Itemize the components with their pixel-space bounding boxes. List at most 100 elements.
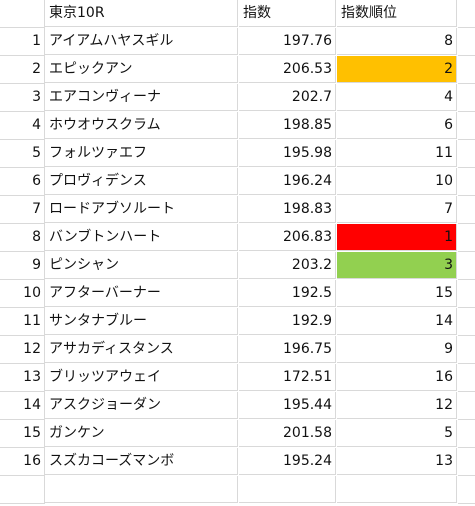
horse-name-cell[interactable]: スズカコーズマンボ xyxy=(45,448,238,475)
table-row: 16 スズカコーズマンボ 195.24 13 xyxy=(0,448,475,476)
row-number-cell[interactable]: 14 xyxy=(0,392,45,420)
table-row: 15 ガンケン 201.58 5 xyxy=(0,420,475,448)
table-row: 13 ブリッツアウェイ 172.51 16 xyxy=(0,364,475,392)
rank-value-cell[interactable]: 14 xyxy=(337,308,457,335)
horse-name-cell[interactable]: アフターバーナー xyxy=(45,280,238,307)
empty-cell[interactable] xyxy=(458,196,475,224)
horse-name-cell[interactable]: ガンケン xyxy=(45,420,238,447)
header-name-cell[interactable]: 東京10R xyxy=(45,0,238,27)
empty-cell[interactable] xyxy=(458,168,475,196)
row-number-cell[interactable]: 13 xyxy=(0,364,45,392)
empty-cell[interactable] xyxy=(458,252,475,280)
horse-name-cell[interactable]: ロードアブソルート xyxy=(45,196,238,223)
empty-cell[interactable] xyxy=(45,476,238,503)
row-number-cell[interactable]: 2 xyxy=(0,56,45,84)
index-value-cell[interactable]: 198.85 xyxy=(239,112,336,139)
table-row: 3 エアコンヴィーナ 202.7 4 xyxy=(0,84,475,112)
empty-cell[interactable] xyxy=(458,336,475,364)
rank-value-cell[interactable]: 11 xyxy=(337,140,457,167)
header-index-cell[interactable]: 指数 xyxy=(239,0,336,27)
horse-name-cell[interactable]: フォルツァエフ xyxy=(45,140,238,167)
horse-name-cell[interactable]: サンタナブルー xyxy=(45,308,238,335)
index-value-cell[interactable]: 202.7 xyxy=(239,84,336,111)
rank-value-cell[interactable]: 15 xyxy=(337,280,457,307)
empty-cell[interactable] xyxy=(458,392,475,420)
empty-cell[interactable] xyxy=(458,56,475,84)
empty-cell[interactable] xyxy=(458,364,475,392)
index-value-cell[interactable]: 196.75 xyxy=(239,336,336,363)
empty-cell[interactable] xyxy=(458,112,475,140)
rank-value-cell[interactable]: 10 xyxy=(337,168,457,195)
empty-cell[interactable] xyxy=(239,476,336,503)
horse-name-cell[interactable]: アサカディスタンス xyxy=(45,336,238,363)
rank-value-cell[interactable]: 3 xyxy=(337,252,457,279)
rank-value-cell[interactable]: 13 xyxy=(337,448,457,475)
empty-cell[interactable] xyxy=(458,448,475,476)
index-value-cell[interactable]: 192.9 xyxy=(239,308,336,335)
row-number-cell[interactable]: 1 xyxy=(0,28,45,56)
empty-cell[interactable] xyxy=(458,28,475,56)
row-number-cell[interactable]: 6 xyxy=(0,168,45,196)
rank-value-cell[interactable]: 2 xyxy=(337,56,457,83)
empty-cell[interactable] xyxy=(458,420,475,448)
empty-row xyxy=(0,476,475,504)
empty-cell[interactable] xyxy=(458,280,475,308)
row-number-cell[interactable]: 7 xyxy=(0,196,45,224)
rank-value-cell[interactable]: 12 xyxy=(337,392,457,419)
index-value-cell[interactable]: 172.51 xyxy=(239,364,336,391)
index-value-cell[interactable]: 203.2 xyxy=(239,252,336,279)
rank-value-cell[interactable]: 4 xyxy=(337,84,457,111)
horse-name-cell[interactable]: プロヴィデンス xyxy=(45,168,238,195)
row-number-cell[interactable]: 5 xyxy=(0,140,45,168)
index-value-cell[interactable]: 206.53 xyxy=(239,56,336,83)
table-row: 5 フォルツァエフ 195.98 11 xyxy=(0,140,475,168)
index-value-cell[interactable]: 196.24 xyxy=(239,168,336,195)
empty-cell[interactable] xyxy=(458,476,475,504)
rank-value-cell[interactable]: 9 xyxy=(337,336,457,363)
row-number-cell[interactable]: 9 xyxy=(0,252,45,280)
index-value-cell[interactable]: 206.83 xyxy=(239,224,336,251)
row-number-cell[interactable]: 10 xyxy=(0,280,45,308)
horse-name-cell[interactable]: アスクジョーダン xyxy=(45,392,238,419)
row-number-cell[interactable]: 4 xyxy=(0,112,45,140)
horse-name-cell[interactable]: ホウオウスクラム xyxy=(45,112,238,139)
horse-name-cell[interactable]: アイアムハヤスギル xyxy=(45,28,238,55)
horse-name-cell[interactable]: エピックアン xyxy=(45,56,238,83)
empty-cell[interactable] xyxy=(458,0,475,28)
index-value-cell[interactable]: 195.24 xyxy=(239,448,336,475)
horse-name-cell[interactable]: バンブトンハート xyxy=(45,224,238,251)
rank-value-cell[interactable]: 5 xyxy=(337,420,457,447)
row-number-cell[interactable] xyxy=(0,0,45,28)
header-rank-cell[interactable]: 指数順位 xyxy=(337,0,457,27)
empty-cell[interactable] xyxy=(458,308,475,336)
table-row: 1 アイアムハヤスギル 197.76 8 xyxy=(0,28,475,56)
empty-cell[interactable] xyxy=(458,140,475,168)
empty-cell[interactable] xyxy=(458,224,475,252)
row-number-cell[interactable]: 16 xyxy=(0,448,45,476)
index-value-cell[interactable]: 195.44 xyxy=(239,392,336,419)
index-value-cell[interactable]: 197.76 xyxy=(239,28,336,55)
table-row: 4 ホウオウスクラム 198.85 6 xyxy=(0,112,475,140)
row-number-cell[interactable]: 3 xyxy=(0,84,45,112)
rank-value-cell[interactable]: 7 xyxy=(337,196,457,223)
index-value-cell[interactable]: 201.58 xyxy=(239,420,336,447)
row-number-cell[interactable]: 15 xyxy=(0,420,45,448)
index-value-cell[interactable]: 192.5 xyxy=(239,280,336,307)
row-number-cell[interactable]: 11 xyxy=(0,308,45,336)
horse-name-cell[interactable]: ピンシャン xyxy=(45,252,238,279)
rank-value-cell[interactable]: 6 xyxy=(337,112,457,139)
empty-cell[interactable] xyxy=(458,84,475,112)
table-row: 14 アスクジョーダン 195.44 12 xyxy=(0,392,475,420)
empty-cell[interactable] xyxy=(337,476,457,503)
horse-name-cell[interactable]: エアコンヴィーナ xyxy=(45,84,238,111)
index-value-cell[interactable]: 198.83 xyxy=(239,196,336,223)
rank-value-cell[interactable]: 8 xyxy=(337,28,457,55)
rank-value-cell[interactable]: 16 xyxy=(337,364,457,391)
row-number-cell[interactable] xyxy=(0,476,45,504)
row-number-cell[interactable]: 12 xyxy=(0,336,45,364)
rank-value-cell[interactable]: 1 xyxy=(337,224,457,251)
row-number-cell[interactable]: 8 xyxy=(0,224,45,252)
horse-name-cell[interactable]: ブリッツアウェイ xyxy=(45,364,238,391)
index-value-cell[interactable]: 195.98 xyxy=(239,140,336,167)
